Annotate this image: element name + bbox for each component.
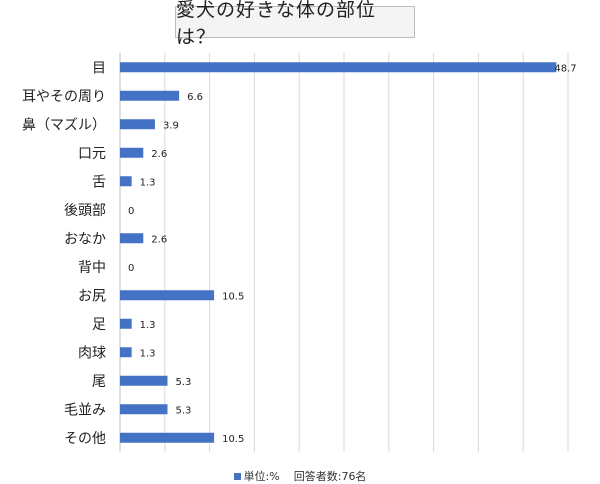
- bar: [120, 176, 132, 187]
- category-label: 鼻（マズル）: [22, 116, 106, 133]
- value-label: 1.3: [140, 348, 156, 359]
- chart-title: 愛犬の好きな体の部位は？: [175, 0, 415, 48]
- bar: [120, 347, 132, 358]
- value-label: 3.9: [163, 120, 179, 131]
- legend-series-label: 単位:%: [243, 470, 280, 483]
- gridlines: [119, 53, 569, 452]
- value-label: 1.3: [140, 320, 156, 331]
- value-label: 2.6: [151, 149, 167, 160]
- value-label: 0: [128, 263, 134, 274]
- bar: [120, 233, 144, 244]
- category-label: 舌: [92, 174, 106, 190]
- category-label: 肉球: [78, 345, 106, 361]
- value-label: 10.5: [222, 291, 244, 302]
- bar: [120, 119, 155, 130]
- bar: [120, 62, 557, 73]
- category-label: 口元: [78, 146, 106, 162]
- category-label: その他: [64, 431, 106, 447]
- respondents-note: 回答者数:76名: [293, 470, 367, 483]
- value-labels: 48.7 6.6 3.9 2.6 1.3 0 2.6 0 10.5 1.3 1.3 5.3 5.3 10.…: [128, 63, 577, 445]
- value-label: 0: [128, 206, 134, 217]
- value-label: 5.3: [175, 377, 191, 388]
- legend-swatch: [233, 473, 241, 480]
- category-label: おなか: [64, 231, 106, 247]
- value-label: 10.5: [222, 434, 244, 445]
- category-label: 背中: [78, 260, 106, 276]
- bars: [120, 62, 557, 443]
- value-label: 2.6: [151, 234, 167, 245]
- category-label: お尻: [78, 288, 106, 304]
- category-label: 目: [92, 60, 106, 76]
- category-label: 尾: [92, 374, 106, 390]
- category-label: 耳やその周り: [22, 89, 106, 105]
- value-label: 1.3: [140, 177, 156, 188]
- bar: [120, 432, 215, 443]
- bar: [120, 404, 168, 415]
- legend: 単位:% 回答者数:76名: [0, 468, 600, 484]
- value-label: 6.6: [187, 92, 203, 103]
- bar: [120, 375, 168, 386]
- value-label: 48.7: [554, 63, 576, 74]
- bar: [120, 318, 132, 329]
- value-label: 5.3: [175, 405, 191, 416]
- bar: [120, 147, 144, 158]
- category-label: 後頭部: [64, 203, 106, 219]
- bar: [120, 290, 215, 301]
- category-label: 毛並み: [64, 402, 106, 418]
- category-label: 足: [92, 317, 106, 333]
- bar: [120, 90, 180, 101]
